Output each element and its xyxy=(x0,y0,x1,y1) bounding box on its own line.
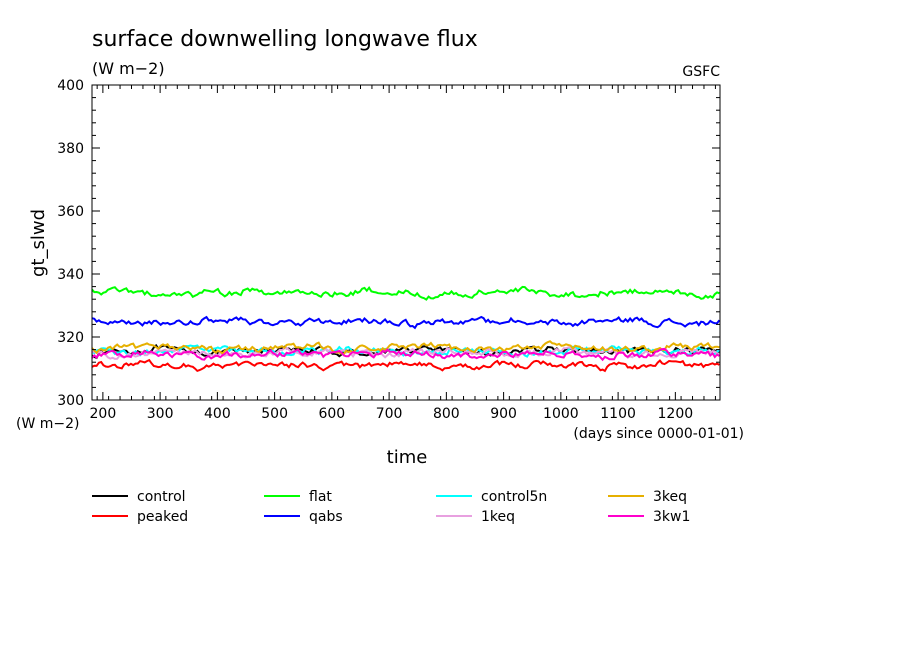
x-tick-label: 800 xyxy=(433,406,460,422)
x-tick-label: 1100 xyxy=(600,406,636,422)
chart-units: (W m−2) xyxy=(92,59,165,78)
x-tick-label: 1000 xyxy=(543,406,579,422)
x-tick-label: 700 xyxy=(376,406,403,422)
legend-label-3keq: 3keq xyxy=(653,489,687,505)
y-tick-label: 360 xyxy=(57,204,84,220)
x-tick-label: 200 xyxy=(90,406,117,422)
x-axis-label: time xyxy=(387,447,428,468)
series-line-flat xyxy=(91,285,720,301)
series-layer xyxy=(91,285,721,373)
y-tick-label: 300 xyxy=(57,393,84,409)
y-tick-label: 380 xyxy=(57,141,84,157)
legend-label-3kw1: 3kw1 xyxy=(653,509,690,525)
y-tick-label: 320 xyxy=(57,330,84,346)
series-line-qabs xyxy=(91,315,721,330)
legend-label-peaked: peaked xyxy=(137,509,188,525)
y-tick-label: 400 xyxy=(57,78,84,94)
x-axis-units: (days since 0000-01-01) xyxy=(573,426,744,442)
y-axis-units: (W m−2) xyxy=(16,416,80,432)
legend-label-qabs: qabs xyxy=(309,509,343,525)
x-tick-label: 900 xyxy=(490,406,517,422)
x-tick-label: 300 xyxy=(147,406,174,422)
x-tick-label: 400 xyxy=(204,406,231,422)
x-tick-label: 600 xyxy=(318,406,345,422)
axis-layer: 200 300 400 500 600 700 800 900 1000 1100 1200 300 3… xyxy=(57,78,720,422)
chart-source: GSFC xyxy=(682,64,720,80)
y-tick-label: 340 xyxy=(57,267,84,283)
series-line-3kw1 xyxy=(91,347,720,362)
legend: control peaked flat qabs control5n 1keq 3keq 3k… xyxy=(92,489,690,525)
series-line-3keq xyxy=(91,340,720,355)
legend-label-control5n: control5n xyxy=(481,489,547,505)
x-tick-label: 1200 xyxy=(658,406,694,422)
y-axis-label: gt_slwd xyxy=(28,209,49,277)
chart-title: surface downwelling longwave flux xyxy=(92,27,478,52)
legend-label-control: control xyxy=(137,489,186,505)
x-tick-label: 500 xyxy=(261,406,288,422)
legend-label-1keq: 1keq xyxy=(481,509,515,525)
series-line-peaked xyxy=(91,358,720,373)
legend-label-flat: flat xyxy=(309,489,332,505)
